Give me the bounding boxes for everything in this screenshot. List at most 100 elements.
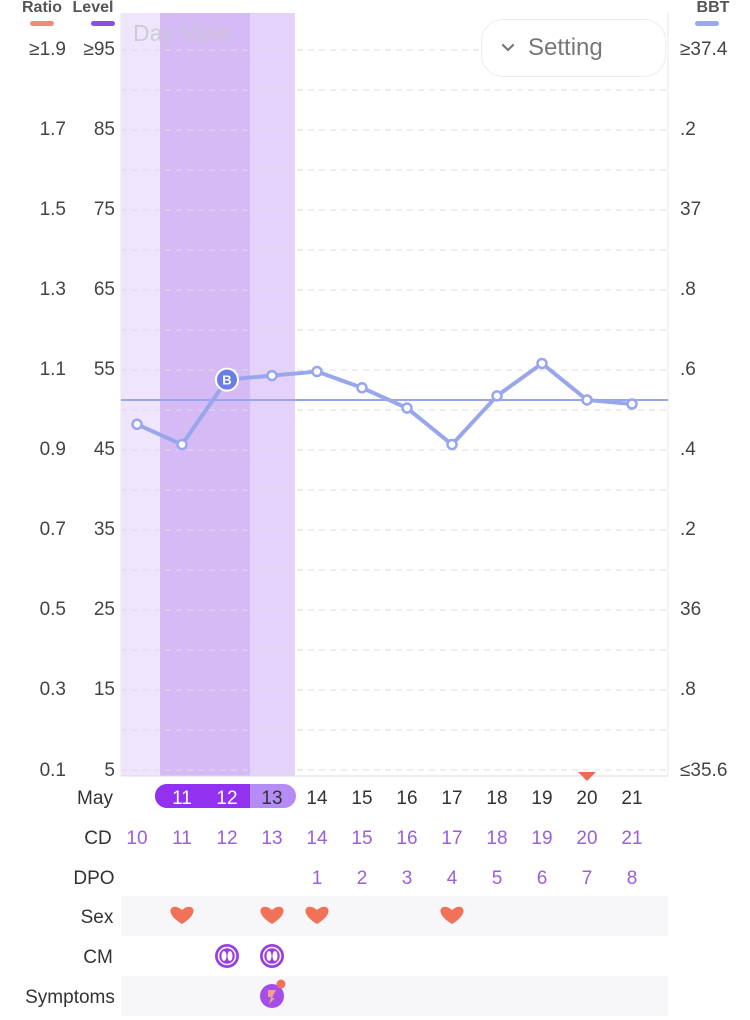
bbt-point[interactable]: [491, 390, 503, 402]
bbt-point[interactable]: [356, 382, 368, 394]
bbt-tick: .4: [680, 439, 696, 460]
bbt-point[interactable]: [536, 357, 548, 370]
level-tick: 55: [94, 359, 115, 380]
ratio-swatch: [30, 21, 54, 26]
level-tick: 25: [94, 599, 115, 620]
bbt-point[interactable]: [401, 402, 413, 414]
bbt-tick: ≥37.4: [680, 39, 728, 60]
date-label: 11: [172, 788, 192, 809]
bbt-marker-b[interactable]: [215, 367, 239, 392]
bbt-header: BBT: [697, 0, 730, 16]
bbt-tick: ≤35.6: [680, 760, 727, 781]
dpo-value: 1: [312, 868, 323, 889]
bbt-point[interactable]: [446, 438, 458, 451]
cm-icon[interactable]: [215, 944, 239, 968]
bbt-tick: .6: [680, 359, 696, 380]
cm-label: CM: [83, 947, 113, 968]
date-label: 14: [306, 788, 328, 809]
symptoms-row-bg: [121, 976, 668, 1016]
band-light: [121, 13, 160, 776]
heart-icon[interactable]: [305, 906, 329, 924]
cd-value: 13: [261, 828, 282, 849]
bbt-point[interactable]: [176, 438, 188, 451]
ratio-tick: 0.1: [40, 760, 66, 781]
cd-value: 15: [351, 828, 372, 849]
level-tick: 85: [94, 119, 115, 140]
band-ovulation: [250, 13, 295, 776]
dpo-value: 6: [537, 868, 548, 889]
bbt-point[interactable]: [131, 418, 143, 431]
bbt-swatch: [695, 21, 719, 26]
sex-row-bg: [121, 896, 668, 936]
dpo-value: 5: [492, 868, 503, 889]
ratio-tick: 0.3: [40, 679, 66, 700]
cm-drop-left: [266, 951, 272, 961]
sex-label: Sex: [81, 907, 114, 928]
bbt-marker-label: B: [222, 373, 231, 388]
bbt-point[interactable]: [311, 365, 323, 378]
date-label: 17: [441, 788, 462, 809]
cm-ring: [217, 946, 237, 966]
ratio-tick: 0.5: [40, 599, 66, 620]
bbt-point[interactable]: [626, 398, 638, 410]
setting-button[interactable]: Setting: [481, 19, 666, 77]
level-tick: 65: [94, 279, 115, 300]
symptoms-label: Symptoms: [25, 987, 115, 1008]
dpo-value: 7: [582, 868, 593, 889]
bbt-tick: .2: [680, 519, 696, 540]
cd-value: 19: [531, 828, 552, 849]
symptom-dot: [276, 979, 286, 989]
cd-value: 16: [396, 828, 417, 849]
cd-value: 10: [126, 828, 147, 849]
cd-value: 17: [441, 828, 462, 849]
date-label: 15: [351, 788, 372, 809]
level-tick: ≥95: [83, 39, 115, 60]
bbt-tick: 36: [680, 599, 701, 620]
bbt-point[interactable]: [266, 369, 278, 382]
ratio-tick: ≥1.9: [29, 39, 66, 60]
bbt-point[interactable]: [581, 394, 593, 406]
ratio-header: Ratio: [22, 0, 62, 16]
day-view-label: Day View: [133, 20, 230, 46]
level-tick: 45: [94, 439, 115, 460]
dpo-value: 4: [447, 868, 458, 889]
date-label: 16: [396, 788, 417, 809]
ratio-tick: 0.9: [40, 439, 66, 460]
ratio-tick: 0.7: [40, 519, 66, 540]
ratio-tick: 1.7: [40, 119, 66, 140]
today-triangle: [578, 772, 596, 781]
cd-value: 14: [306, 828, 328, 849]
date-label: 10: [126, 788, 147, 809]
level-header: Level: [73, 0, 114, 16]
cd-value: 18: [486, 828, 507, 849]
date-label: 13: [261, 788, 282, 809]
bbt-tick: .8: [680, 279, 696, 300]
symptom-icon[interactable]: [260, 979, 286, 1009]
dpo-value: 2: [357, 868, 368, 889]
cm-ring: [262, 946, 282, 966]
heart-icon[interactable]: [440, 906, 464, 924]
ratio-tick: 1.5: [40, 199, 66, 220]
heart-icon[interactable]: [260, 906, 284, 924]
level-tick: 5: [104, 760, 115, 781]
date-label: 19: [531, 788, 552, 809]
cm-icon[interactable]: [260, 944, 284, 968]
ratio-tick: 1.1: [40, 359, 66, 380]
symptom-bolt: [268, 990, 276, 1004]
cd-value: 11: [172, 828, 192, 849]
heart-icon[interactable]: [170, 906, 194, 924]
cm-drop-right: [227, 951, 233, 961]
cm-drop-right: [272, 951, 278, 961]
highlight-bands: [121, 13, 295, 776]
dpo-value: 3: [402, 868, 413, 889]
date-label: 20: [576, 788, 597, 809]
bbt-tick: 37: [680, 199, 701, 220]
band-fertile: [160, 13, 250, 776]
setting-label: Setting: [528, 34, 603, 61]
month-label: May: [77, 788, 113, 809]
level-tick: 35: [94, 519, 115, 540]
date-label: 18: [486, 788, 507, 809]
level-tick: 75: [94, 199, 115, 220]
date-label: 12: [216, 788, 237, 809]
